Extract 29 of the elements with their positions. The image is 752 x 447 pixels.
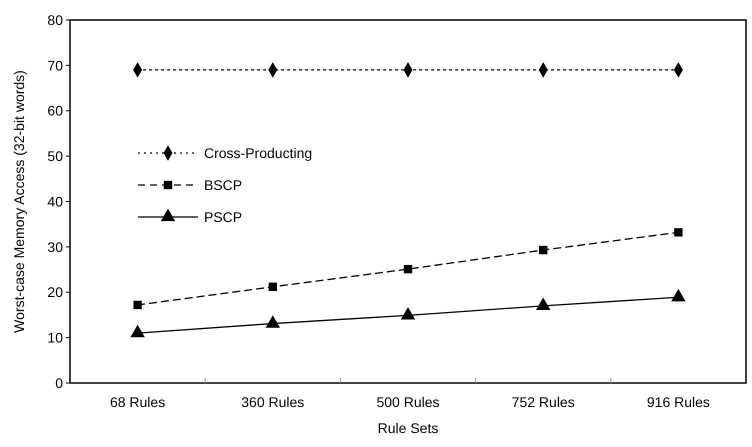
y-tick-label: 70 [47, 57, 64, 74]
point [539, 246, 548, 254]
y-tick-label: 80 [47, 12, 64, 28]
y-tick-label: 40 [47, 193, 64, 210]
x-axis-title: Rule Sets [378, 420, 438, 436]
point [536, 298, 550, 310]
x-tick-label: 752 Rules [512, 394, 575, 410]
point [130, 324, 145, 338]
y-tick-label: 0 [55, 374, 64, 391]
point [268, 282, 277, 291]
y-tick-label: 30 [47, 238, 64, 255]
point [266, 315, 280, 328]
legend-label: BSCP [204, 176, 242, 193]
point [400, 307, 416, 320]
point [133, 300, 142, 310]
point [674, 228, 683, 237]
x-tick-label: 360 Rules [241, 394, 304, 410]
x-tick-label: 500 Rules [376, 394, 440, 410]
y-axis-title: Worst-case Memory Access (32-bit words) [11, 70, 27, 333]
point [404, 264, 412, 274]
legend-label: PSCP [204, 208, 242, 225]
y-tick-label: 60 [47, 102, 64, 119]
x-tick-label: 68 Rules [110, 394, 166, 410]
y-tick-label: 20 [47, 284, 64, 300]
y-tick-label: 10 [47, 330, 64, 346]
x-tick-label: 916 Rules [646, 394, 710, 410]
legend-label: Cross-Producting [204, 144, 312, 161]
point [671, 288, 686, 302]
y-tick-label: 50 [47, 148, 64, 164]
